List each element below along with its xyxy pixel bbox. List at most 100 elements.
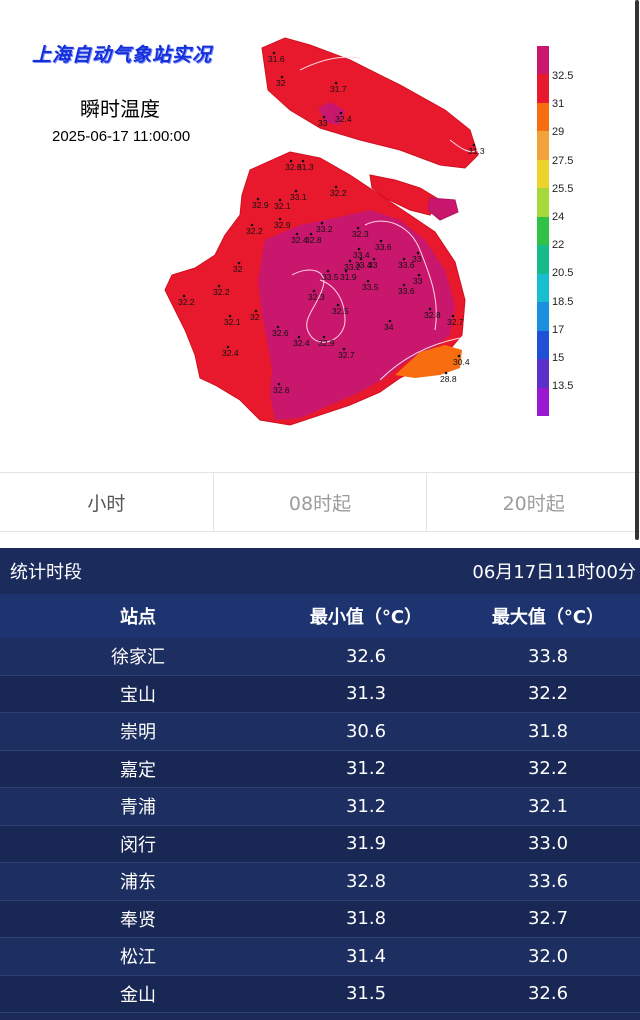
station-dot	[301, 159, 305, 163]
station-temperature-label: 33.5	[362, 282, 379, 292]
station-temperature-label: 33.6	[398, 260, 415, 270]
coastal-cool-zone	[395, 345, 462, 378]
legend-color-segment	[537, 302, 549, 331]
station-temperature-label: 32.1	[224, 317, 241, 327]
station-dot	[320, 221, 324, 225]
legend-color-segment	[537, 273, 549, 303]
station-name: 金山	[120, 984, 156, 1006]
station-temperature-label: 32.7	[338, 350, 355, 360]
table-row[interactable]: 青浦 31.2 32.1	[0, 788, 640, 826]
station-temperature-label: 31.7	[330, 84, 347, 94]
legend-color-segment	[537, 74, 549, 103]
station-temperature-label: 32.8	[424, 310, 441, 320]
scrollbar[interactable]	[635, 0, 639, 540]
header-station: 站点	[120, 607, 156, 628]
station-name: 嘉定	[120, 759, 156, 781]
station-dot	[366, 279, 370, 283]
station-temperature-label: 32.6	[273, 385, 290, 395]
max-value: 32.7	[527, 908, 569, 930]
legend-label: 29	[552, 126, 565, 139]
station-temperature-label: 32.2	[246, 226, 263, 236]
min-value: 31.4	[345, 945, 387, 967]
station-temperature-label: 32.7	[447, 317, 464, 327]
tab-hourly[interactable]: 小时	[0, 473, 214, 531]
station-dot	[357, 247, 361, 251]
station-temperature-label: 32.4	[335, 114, 352, 124]
legend-color-segment	[537, 188, 549, 217]
station-dot	[326, 269, 330, 273]
min-value: 31.3	[345, 683, 387, 705]
max-value: 32.1	[527, 795, 569, 817]
station-temperature-label: 33.6	[375, 242, 392, 252]
station-dot	[226, 345, 230, 349]
max-value: 33.6	[527, 870, 569, 892]
table-body: 徐家汇 32.6 33.8 宝山 31.3 32.2 崇明 30.6 31.8 嘉定 31.2…	[0, 638, 640, 1013]
chongming-island	[261, 37, 479, 169]
hengsha-island	[427, 197, 459, 221]
legend-label: 32.5	[552, 70, 574, 82]
station-dot	[344, 269, 348, 273]
station-dot	[297, 335, 301, 339]
max-value: 33.0	[527, 833, 569, 855]
map-timestamp: 2025-06-17 11:00:00	[52, 128, 191, 145]
temperature-map-panel: 31.6 32 31.7 33 32.4 31.3 32.6 31.3 32.2 32.9 33.1…	[0, 0, 640, 470]
tab-from-20[interactable]: 20时起	[502, 492, 565, 515]
legend-label: 31	[552, 98, 565, 111]
station-dot	[334, 185, 338, 189]
station-temperature-label: 32.9	[318, 338, 335, 348]
station-dot	[322, 335, 326, 339]
station-dot	[359, 257, 363, 261]
table-row[interactable]: 奉贤 31.8 32.7	[0, 900, 640, 938]
station-temperature-label: 31.3	[468, 146, 485, 156]
table-row[interactable]: 浦东 32.8 33.6	[0, 863, 640, 901]
legend-color-segment	[537, 330, 549, 360]
station-temperature-label: 32.2	[178, 297, 195, 307]
station-dot	[322, 115, 326, 119]
station-temperature-label: 32.6	[285, 162, 302, 172]
station-temperature-label: 32.3	[308, 292, 325, 302]
station-dot	[472, 143, 476, 147]
min-value: 32.6	[345, 645, 387, 667]
table-row[interactable]: 徐家汇 32.6 33.8	[0, 638, 640, 676]
station-dot	[295, 232, 299, 236]
station-dot	[272, 51, 276, 55]
header-min: 最小值（°C）	[309, 607, 423, 628]
table-row[interactable]: 嘉定 31.2 32.2	[0, 750, 640, 788]
station-dot	[280, 75, 284, 79]
table-row[interactable]: 松江 31.4 32.0	[0, 938, 640, 976]
header-max: 最大值（°C）	[491, 607, 605, 628]
table-row[interactable]: 闵行 31.9 33.0	[0, 825, 640, 863]
legend-color-segment	[537, 387, 549, 417]
station-dot	[356, 226, 360, 230]
max-value: 32.2	[527, 683, 569, 705]
legend-label: 25.5	[552, 182, 574, 195]
station-dot	[237, 261, 241, 265]
map-subtitle: 瞬时温度	[80, 97, 160, 121]
station-dot	[417, 273, 421, 277]
temperature-legend-bar	[537, 46, 549, 417]
station-dot	[342, 347, 346, 351]
station-dot	[457, 354, 461, 358]
station-dot	[379, 239, 383, 243]
station-temperature-label: 32	[276, 78, 286, 88]
station-name: 崇明	[120, 722, 156, 744]
station-temperature-label: 33.5	[322, 272, 339, 282]
min-value: 31.8	[345, 908, 387, 930]
table-row[interactable]: 崇明 30.6 31.8	[0, 713, 640, 751]
station-temperature-label: 33.2	[316, 224, 333, 234]
station-name: 奉贤	[120, 909, 156, 931]
min-value: 31.9	[345, 833, 387, 855]
station-stats-table: 统计时段 06月17日11时00分 站点 最小值（°C） 最大值（°C） 徐家汇…	[0, 548, 640, 1020]
station-dot	[217, 284, 221, 288]
station-dot	[402, 283, 406, 287]
station-dot	[309, 232, 313, 236]
station-dot	[416, 251, 420, 255]
station-temperature-label: 33.2	[344, 262, 361, 272]
station-temperature-label: 32.4	[291, 235, 308, 245]
station-name: 松江	[120, 947, 156, 969]
table-row[interactable]: 金山 31.5 32.6	[0, 975, 640, 1013]
table-row[interactable]: 宝山 31.3 32.2	[0, 675, 640, 713]
station-temperature-label: 32.1	[274, 201, 291, 211]
tab-from-08[interactable]: 08时起	[214, 473, 428, 531]
